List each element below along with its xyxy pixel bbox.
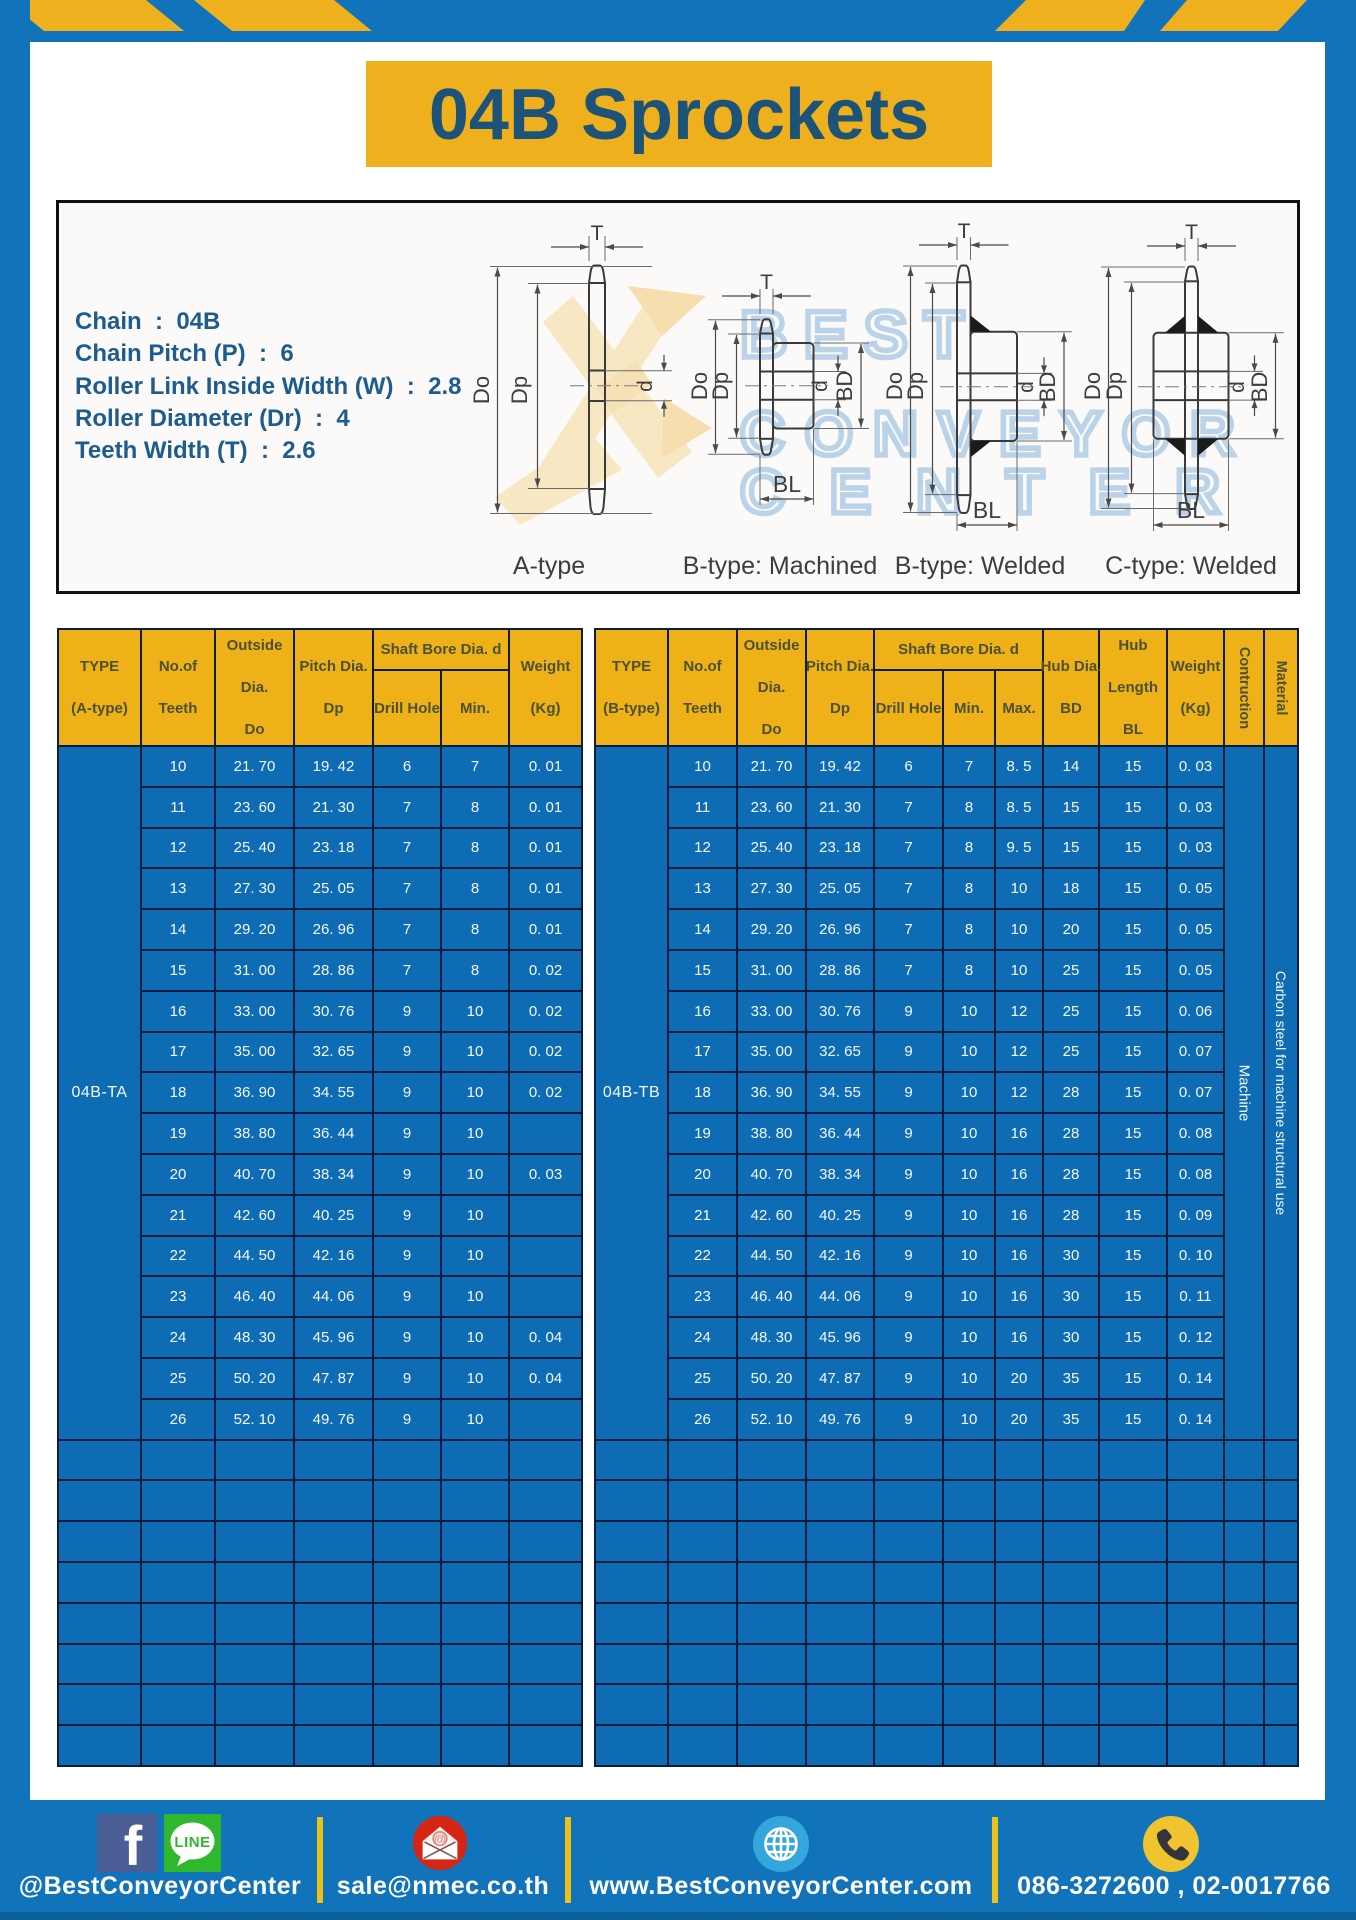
svg-text:Dp: Dp xyxy=(903,372,928,400)
svg-text:BL: BL xyxy=(973,497,1001,523)
svg-text:f: f xyxy=(124,1814,143,1872)
svg-text:T: T xyxy=(591,222,604,245)
svg-text:BL: BL xyxy=(773,471,801,497)
svg-text:BD: BD xyxy=(1247,372,1272,403)
svg-text:BD: BD xyxy=(832,371,857,402)
svg-text:T: T xyxy=(958,220,971,243)
svg-text:Do: Do xyxy=(1080,372,1105,400)
svg-text:Do: Do xyxy=(687,372,712,400)
svg-text:d: d xyxy=(1226,381,1249,393)
svg-text:Dp: Dp xyxy=(1102,372,1127,400)
svg-text:T: T xyxy=(1185,221,1198,244)
svg-text:Do: Do xyxy=(469,376,494,404)
svg-text:T: T xyxy=(760,271,773,294)
svg-text:Do: Do xyxy=(882,372,907,400)
svg-text:@: @ xyxy=(434,1832,446,1846)
svg-text:CENTER: CENTER xyxy=(740,458,1265,527)
svg-text:BD: BD xyxy=(1035,372,1060,403)
svg-text:LINE: LINE xyxy=(174,1834,210,1851)
svg-text:Dp: Dp xyxy=(507,376,532,404)
svg-text:BL: BL xyxy=(1177,497,1205,523)
svg-text:d: d xyxy=(634,380,657,392)
svg-text:Dp: Dp xyxy=(708,372,733,400)
svg-text:BEST: BEST xyxy=(740,297,980,371)
